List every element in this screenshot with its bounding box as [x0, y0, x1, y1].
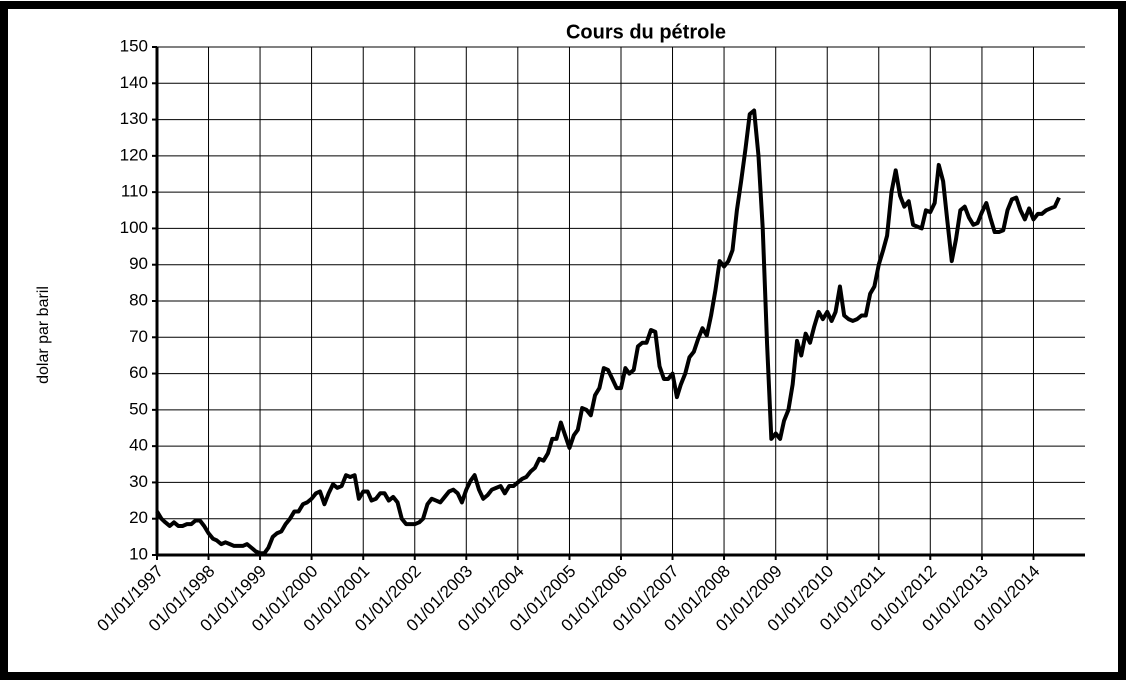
chart-title: Cours du pétrole	[566, 21, 726, 43]
y-tick-label: 140	[120, 73, 148, 92]
y-tick-label: 100	[120, 218, 148, 237]
y-tick-label: 40	[129, 436, 148, 455]
y-tick-label: 120	[120, 145, 148, 164]
y-tick-label: 90	[129, 254, 148, 273]
y-tick-label: 50	[129, 399, 148, 418]
y-tick-label: 150	[120, 36, 148, 55]
y-tick-label: 130	[120, 109, 148, 128]
price-line	[155, 108, 1061, 556]
y-tick-label: 70	[129, 327, 148, 346]
y-tick-label: 30	[129, 472, 148, 491]
y-tick-label: 60	[129, 363, 148, 382]
y-tick-label: 80	[129, 290, 148, 309]
y-tick-label: 10	[129, 544, 148, 563]
y-axis-label: dolar par baril	[35, 286, 52, 384]
y-tick-label: 20	[129, 508, 148, 527]
y-tick-label: 110	[121, 182, 148, 201]
